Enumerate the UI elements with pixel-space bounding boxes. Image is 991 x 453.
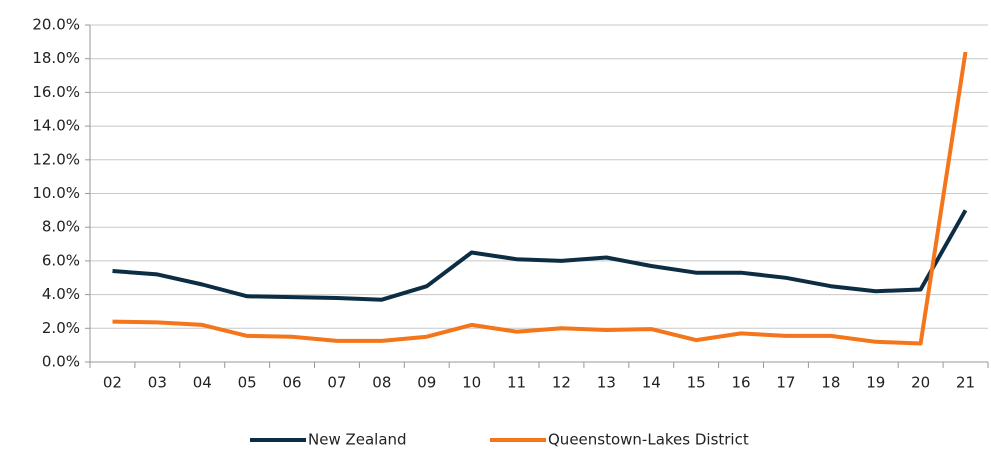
y-tick-label: 18.0% xyxy=(32,49,80,67)
x-tick-label: 15 xyxy=(687,374,706,392)
y-tick-label: 16.0% xyxy=(32,83,80,101)
x-tick-label: 11 xyxy=(507,374,526,392)
x-tick-label: 12 xyxy=(552,374,571,392)
y-tick-label: 2.0% xyxy=(42,319,80,337)
x-tick-label: 21 xyxy=(956,374,975,392)
x-tick-label: 19 xyxy=(866,374,885,392)
y-tick-label: 0.0% xyxy=(42,353,80,371)
x-tick-label: 14 xyxy=(642,374,661,392)
y-tick-label: 10.0% xyxy=(32,184,80,202)
x-tick-label: 07 xyxy=(327,374,346,392)
x-tick-label: 06 xyxy=(283,374,302,392)
y-tick-label: 8.0% xyxy=(42,218,80,236)
x-tick-label: 17 xyxy=(776,374,795,392)
line xyxy=(112,51,968,346)
x-tick-label: 16 xyxy=(732,374,751,392)
legend-label: Queenstown-Lakes District xyxy=(548,431,749,449)
x-tick-label: 04 xyxy=(193,374,212,392)
line xyxy=(112,209,968,302)
y-tick-label: 12.0% xyxy=(32,150,80,168)
x-tick-label: 10 xyxy=(462,374,481,392)
x-tick-label: 02 xyxy=(103,374,122,392)
x-tick-label: 05 xyxy=(238,374,257,392)
x-tick-label: 18 xyxy=(821,374,840,392)
y-tick-label: 6.0% xyxy=(42,251,80,269)
x-tick-label: 13 xyxy=(597,374,616,392)
x-tick-label: 03 xyxy=(148,374,167,392)
y-tick-label: 4.0% xyxy=(42,285,80,303)
x-tick-label: 09 xyxy=(417,374,436,392)
y-tick-label: 20.0% xyxy=(32,16,80,34)
legend-label: New Zealand xyxy=(308,431,407,449)
x-tick-label: 20 xyxy=(911,374,930,392)
x-tick-label: 08 xyxy=(372,374,391,392)
y-tick-label: 14.0% xyxy=(32,117,80,135)
